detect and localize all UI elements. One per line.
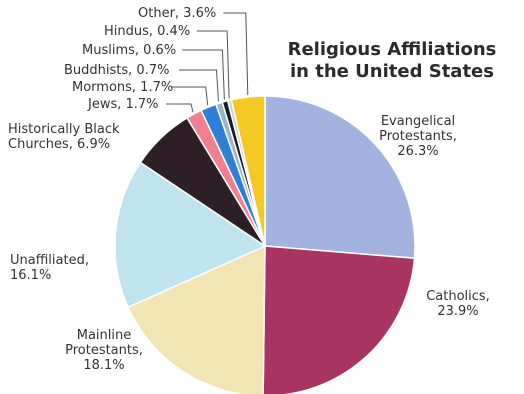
- slice-label-line: Catholics,: [426, 289, 490, 304]
- slice-label-muslims: Muslims, 0.6%: [82, 43, 176, 58]
- pie-slice-unaffiliated: [114, 161, 267, 309]
- slice-label-line: Jews, 1.7%: [87, 97, 159, 112]
- slice-label-buddhists: Buddhists, 0.7%: [64, 63, 169, 78]
- chart-title: Religious Affiliations in the United Sta…: [288, 39, 497, 82]
- slice-label-line: Churches, 6.9%: [8, 137, 110, 152]
- leader-line: [179, 69, 219, 102]
- slice-label-line: Other, 3.6%: [138, 6, 216, 21]
- pie-slice-evangelical-protestants: [264, 95, 416, 260]
- slice-label-other: Other, 3.6%: [138, 6, 216, 21]
- pie-slice-other: [230, 95, 266, 247]
- leader-line: [166, 103, 194, 113]
- slice-label-line: Muslims, 0.6%: [82, 43, 176, 58]
- slice-label-line: Unaffiliated,: [10, 253, 89, 268]
- slice-label-line: Buddhists, 0.7%: [64, 63, 169, 78]
- slice-label-catholics: Catholics, 23.9%: [426, 289, 490, 319]
- slice-label-mainline-protestants: Mainline Protestants, 18.1%: [65, 328, 143, 373]
- slice-label-line: Mormons, 1.7%: [72, 80, 173, 95]
- slice-label-line: Hindus, 0.4%: [104, 24, 190, 39]
- slice-label-line: 18.1%: [83, 358, 124, 373]
- slice-label-line: Protestants,: [379, 129, 457, 144]
- slice-label-line: 26.3%: [397, 144, 438, 159]
- pie-slices: [114, 95, 416, 394]
- slice-label-evangelical-protestants: Evangelical Protestants, 26.3%: [379, 114, 457, 159]
- pie-slice-mainline-protestants: [127, 244, 266, 394]
- slice-label-line: Historically Black: [8, 122, 120, 137]
- slice-label-line: Mainline: [77, 328, 132, 343]
- slice-label-line: Protestants,: [65, 343, 143, 358]
- chart-title-line-1: Religious Affiliations: [288, 39, 497, 60]
- leader-line: [172, 86, 209, 106]
- slice-label-unaffiliated: Unaffiliated, 16.1%: [10, 253, 89, 283]
- slice-label-jews: Jews, 1.7%: [87, 97, 159, 112]
- slice-label-line: 16.1%: [10, 268, 51, 283]
- slice-label-line: 23.9%: [437, 304, 478, 319]
- slice-label-mormons: Mormons, 1.7%: [72, 80, 173, 95]
- slice-label-line: Evangelical: [381, 114, 455, 129]
- leader-line: [223, 12, 249, 96]
- pie-slice-catholics: [262, 245, 416, 394]
- slice-label-historically-black-churches: Historically Black Churches, 6.9%: [8, 122, 120, 152]
- label-leader-lines: [166, 12, 249, 113]
- slice-label-hindus: Hindus, 0.4%: [104, 24, 190, 39]
- leader-line: [196, 30, 230, 99]
- slice-labels: Evangelical Protestants, 26.3%Catholics, 23…: [8, 6, 490, 373]
- leader-line: [182, 49, 225, 100]
- chart-title-line-2: in the United States: [290, 61, 494, 82]
